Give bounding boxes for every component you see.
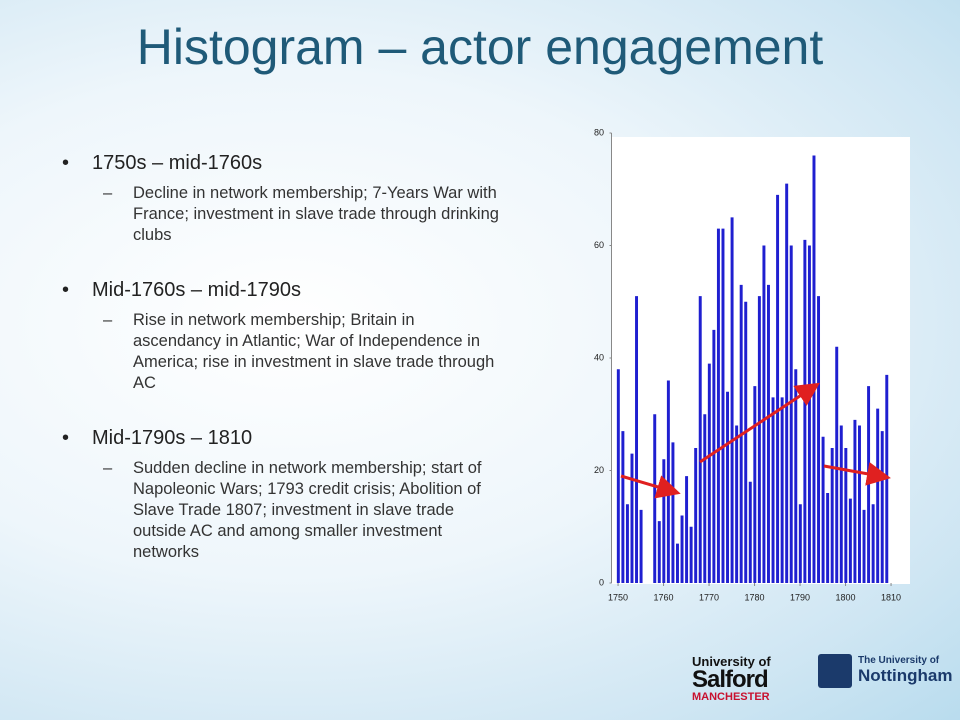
bar: [880, 431, 884, 583]
bar: [835, 346, 839, 583]
bar: [671, 442, 675, 583]
bar: [657, 521, 661, 583]
bullet: Mid-1760s – mid-1790s Rise in network me…: [62, 279, 522, 394]
bar: [853, 419, 857, 583]
y-tick-label: 20: [594, 465, 604, 475]
bar: [848, 498, 852, 583]
bar: [680, 515, 684, 583]
bar: [703, 414, 707, 583]
trend-arrow: [699, 382, 821, 464]
bar: [826, 493, 830, 583]
bar: [771, 397, 775, 583]
bar: [862, 509, 866, 583]
trend-arrow: [620, 474, 681, 499]
bar: [858, 425, 861, 583]
bar: [744, 301, 748, 583]
sub-bullet: Rise in network membership; Britain in a…: [62, 310, 503, 394]
bar: [635, 296, 639, 583]
bar: [753, 386, 757, 583]
x-tick-label: 1770: [699, 592, 719, 602]
bar: [844, 448, 848, 583]
bar: [812, 155, 816, 583]
bullet: 1750s – mid-1760s Decline in network mem…: [62, 152, 522, 246]
bar: [621, 431, 625, 583]
nottingham-crest: [818, 654, 852, 688]
bar: [798, 504, 802, 583]
nottingham-logo: The University of Nottingham: [858, 655, 953, 685]
bar: [780, 397, 784, 583]
bar: [748, 481, 752, 583]
bar: [639, 509, 643, 583]
x-tick-label: 1800: [836, 592, 856, 602]
bar: [666, 380, 670, 583]
bar: [630, 453, 634, 583]
bar: [885, 374, 889, 583]
y-tick-label: 80: [594, 127, 604, 137]
logo-text: Nottingham: [858, 665, 953, 685]
bullet-text: Mid-1760s – mid-1790s: [62, 279, 522, 302]
logo-text: Salford: [692, 666, 769, 693]
bar: [867, 386, 871, 583]
sub-bullet: Decline in network membership; 7-Years W…: [62, 183, 503, 246]
bar: [757, 296, 761, 583]
bar: [721, 228, 725, 583]
bar: [794, 369, 798, 583]
trend-arrow: [823, 461, 891, 486]
bar: [871, 504, 875, 583]
y-tick-label: 0: [599, 577, 604, 587]
bar: [698, 296, 702, 583]
logo-text: University of: [692, 654, 771, 669]
x-tick-label: 1760: [654, 592, 674, 602]
bar: [685, 476, 689, 583]
bar: [776, 194, 780, 583]
y-tick-label: 60: [594, 240, 604, 250]
x-tick-label: 1750: [608, 592, 628, 602]
bar: [653, 414, 657, 583]
bullet-text: 1750s – mid-1760s: [62, 152, 522, 175]
bar: [707, 363, 711, 583]
bullet-text: Mid-1790s – 1810: [62, 427, 522, 450]
bar: [712, 329, 716, 583]
bar: [830, 448, 834, 583]
bar: [662, 459, 666, 583]
bar: [716, 228, 720, 583]
bar: [676, 543, 679, 583]
slide-title: Histogram – actor engagement: [136, 19, 824, 75]
bar: [803, 239, 807, 583]
bar: [789, 245, 793, 583]
bar: [817, 296, 821, 583]
logo-text: MANCHESTER: [692, 691, 770, 703]
bar: [689, 526, 693, 583]
x-tick-label: 1780: [745, 592, 765, 602]
bar: [807, 245, 811, 583]
bullet: Mid-1790s – 1810 Sudden decline in netwo…: [62, 427, 522, 563]
bar: [616, 369, 620, 583]
y-tick-label: 40: [594, 352, 604, 362]
bar: [694, 448, 698, 583]
x-tick-label: 1810: [881, 592, 901, 602]
bar: [785, 183, 789, 583]
bar: [730, 217, 734, 583]
bar: [735, 425, 739, 583]
x-tick-label: 1790: [790, 592, 810, 602]
bar: [821, 436, 825, 583]
bar: [876, 408, 880, 583]
salford-logo: University of Salford MANCHESTER: [692, 655, 772, 703]
bar: [839, 425, 843, 583]
bar: [767, 284, 770, 583]
sub-bullet: Sudden decline in network membership; st…: [62, 458, 503, 563]
logo-text: The University of: [858, 655, 940, 666]
bar: [726, 391, 730, 583]
bar: [762, 245, 766, 583]
bar: [625, 504, 629, 583]
